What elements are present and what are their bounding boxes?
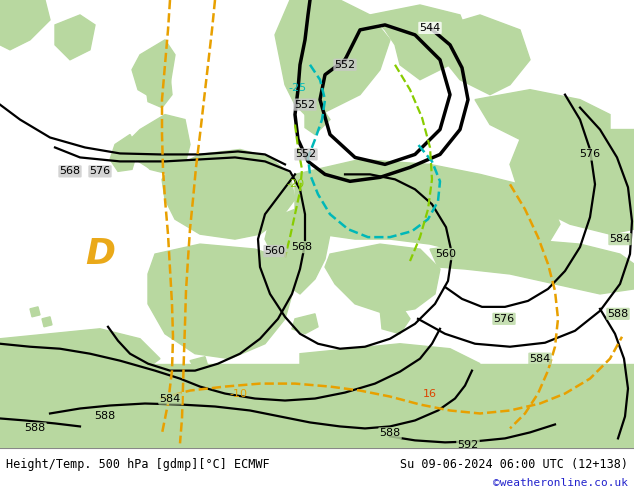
Polygon shape (0, 0, 50, 50)
Text: 560: 560 (264, 246, 285, 256)
Polygon shape (0, 329, 160, 377)
Polygon shape (380, 304, 410, 334)
Polygon shape (30, 307, 40, 317)
Polygon shape (162, 149, 295, 239)
Text: 584: 584 (529, 354, 550, 364)
Text: 576: 576 (89, 167, 110, 176)
Text: 552: 552 (295, 149, 316, 159)
Polygon shape (265, 209, 330, 294)
Polygon shape (132, 129, 168, 168)
Polygon shape (148, 244, 295, 359)
Text: -25: -25 (289, 83, 307, 93)
Polygon shape (0, 364, 634, 448)
Text: 560: 560 (436, 249, 456, 259)
Polygon shape (268, 284, 290, 311)
Text: 592: 592 (457, 441, 479, 450)
Text: -10: -10 (229, 389, 247, 398)
Text: 584: 584 (159, 393, 181, 404)
Text: 544: 544 (419, 23, 441, 33)
Polygon shape (510, 129, 634, 234)
Text: 588: 588 (24, 423, 46, 434)
Text: Height/Temp. 500 hPa [gdmp][°C] ECMWF: Height/Temp. 500 hPa [gdmp][°C] ECMWF (6, 458, 270, 471)
Polygon shape (190, 357, 208, 370)
Text: 576: 576 (493, 314, 515, 324)
Polygon shape (305, 105, 330, 135)
Polygon shape (325, 244, 440, 314)
Text: 588: 588 (607, 309, 629, 319)
Text: 16: 16 (423, 389, 437, 398)
Polygon shape (300, 344, 480, 377)
Text: 584: 584 (609, 234, 631, 244)
Text: D: D (85, 237, 115, 271)
Polygon shape (42, 317, 52, 327)
Polygon shape (145, 75, 172, 108)
Text: -20: -20 (287, 179, 305, 189)
Text: Su 09-06-2024 06:00 UTC (12+138): Su 09-06-2024 06:00 UTC (12+138) (399, 458, 628, 471)
Polygon shape (110, 135, 138, 171)
Polygon shape (430, 239, 634, 294)
Polygon shape (295, 159, 560, 259)
Text: 588: 588 (94, 412, 115, 421)
Polygon shape (132, 40, 175, 99)
Polygon shape (430, 15, 530, 95)
Polygon shape (475, 90, 610, 140)
Text: 568: 568 (292, 242, 313, 252)
Text: 588: 588 (379, 428, 401, 439)
Polygon shape (130, 115, 190, 174)
Text: 576: 576 (579, 149, 600, 159)
Text: 552: 552 (294, 99, 316, 110)
Text: 568: 568 (60, 167, 81, 176)
Text: ©weatheronline.co.uk: ©weatheronline.co.uk (493, 477, 628, 488)
Polygon shape (130, 391, 148, 402)
Text: 552: 552 (335, 60, 356, 70)
Polygon shape (370, 5, 470, 80)
Polygon shape (292, 314, 318, 334)
Polygon shape (55, 15, 95, 60)
Polygon shape (275, 0, 390, 120)
